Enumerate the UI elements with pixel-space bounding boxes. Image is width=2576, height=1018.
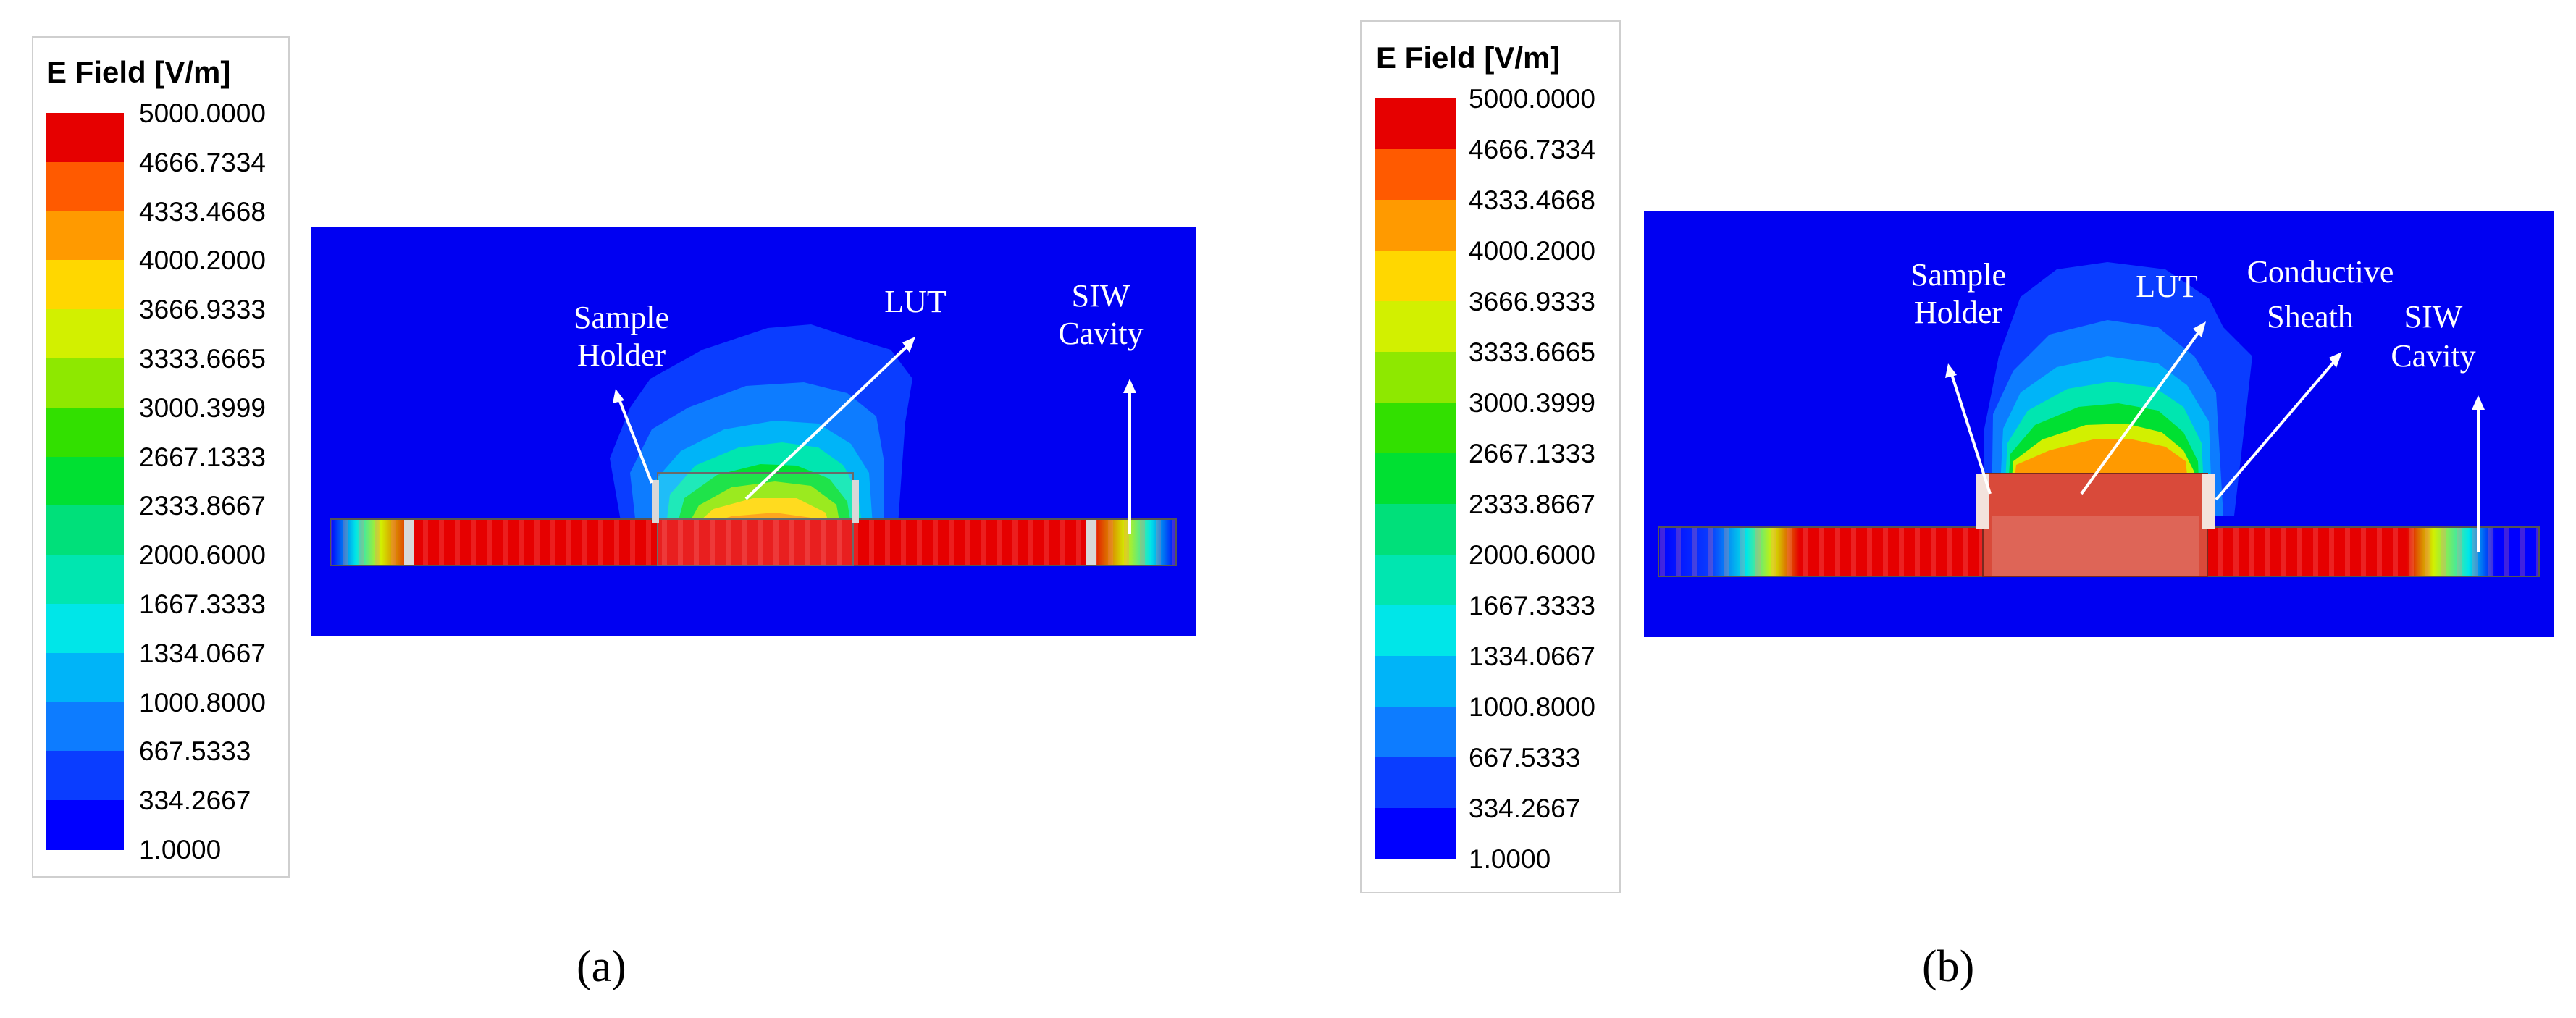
colorbar-legend-a: E Field [V/m] 5000.0000 4666.7334 4333.466… bbox=[32, 36, 290, 878]
legend-swatch bbox=[46, 751, 124, 802]
figure-panel-b: E Field [V/m] 5000.0000 4666.7334 4333.466… bbox=[1288, 0, 2576, 1018]
siw-cavity-label: SIW bbox=[1072, 278, 1130, 314]
sample-holder-label: Sample bbox=[574, 300, 669, 335]
lut-sample bbox=[1982, 473, 2208, 577]
legend-swatch bbox=[1375, 605, 1456, 657]
sheath-arrow bbox=[2215, 358, 2338, 501]
lut-sample bbox=[657, 472, 854, 566]
legend-swatch bbox=[1375, 808, 1456, 859]
legend-tick-label: 4000.2000 bbox=[1469, 236, 1595, 266]
legend-swatch bbox=[1375, 504, 1456, 555]
sample-holder-label: Holder bbox=[1914, 295, 2003, 330]
siw-cavity-label: Cavity bbox=[2391, 338, 2475, 374]
legend-tick-label: 5000.0000 bbox=[139, 98, 266, 128]
lut-arrow bbox=[744, 342, 911, 500]
legend-swatch bbox=[1375, 453, 1456, 505]
legend-tick-label: 667.5333 bbox=[1469, 743, 1581, 773]
legend-tick-label: 1000.8000 bbox=[1469, 692, 1595, 722]
legend-tick-label: 2000.6000 bbox=[1469, 540, 1595, 570]
legend-swatch bbox=[1375, 200, 1456, 251]
legend-swatch bbox=[46, 260, 124, 311]
legend-tick-label: 3666.9333 bbox=[139, 295, 266, 325]
legend-swatch bbox=[1375, 707, 1456, 758]
legend-swatch bbox=[1375, 555, 1456, 606]
caption-a: (a) bbox=[576, 942, 626, 991]
legend-swatch bbox=[1375, 352, 1456, 403]
legend-tick-label: 1667.3333 bbox=[1469, 591, 1595, 621]
legend-tick-label: 4333.4668 bbox=[1469, 185, 1595, 215]
sheath-label: Conductive bbox=[2247, 254, 2394, 290]
sample-holder-label: Holder bbox=[577, 337, 666, 373]
legend-tick-label: 1334.0667 bbox=[1469, 641, 1595, 671]
legend-tick-label: 2667.1333 bbox=[139, 442, 266, 472]
legend-swatch bbox=[1375, 149, 1456, 201]
legend-tick-label: 2333.8667 bbox=[139, 491, 266, 521]
legend-tick-label: 3333.6665 bbox=[139, 344, 266, 374]
legend-swatch bbox=[1375, 757, 1456, 809]
legend-swatch bbox=[46, 211, 124, 261]
legend-swatch bbox=[46, 407, 124, 458]
legend-swatch bbox=[46, 456, 124, 507]
legend-swatch bbox=[46, 555, 124, 605]
legend-swatch bbox=[46, 652, 124, 703]
legend-tick-label: 4333.4668 bbox=[139, 196, 266, 227]
sheath-label: Sheath bbox=[2267, 299, 2354, 335]
legend-swatch bbox=[46, 113, 124, 163]
lut-arrow bbox=[2080, 329, 2202, 495]
legend-swatch bbox=[1375, 656, 1456, 707]
sample-holder-arrow bbox=[1950, 371, 1992, 495]
field-simulation-b: Sample Holder LUT Conductive Sheath SIW … bbox=[1644, 211, 2554, 637]
legend-swatch bbox=[1375, 403, 1456, 454]
legend-swatch bbox=[1375, 301, 1456, 353]
legend-tick-label: 4666.7334 bbox=[139, 147, 266, 177]
legend-swatch bbox=[46, 800, 124, 850]
legend-swatch bbox=[1375, 98, 1456, 150]
lut-label: LUT bbox=[2136, 269, 2198, 304]
legend-tick-label: 4000.2000 bbox=[139, 245, 266, 276]
legend-title: E Field [V/m] bbox=[46, 55, 231, 89]
legend-swatch bbox=[46, 604, 124, 654]
legend-tick-label: 1000.8000 bbox=[139, 687, 266, 718]
caption-b: (b) bbox=[1922, 942, 1975, 991]
conductive-sheath bbox=[1976, 474, 1989, 529]
legend-tick-label: 334.2667 bbox=[139, 786, 251, 816]
lut-label: LUT bbox=[884, 284, 947, 319]
field-simulation-a: Sample Holder LUT SIW Cavity bbox=[311, 227, 1196, 636]
sample-holder-label: Sample bbox=[1910, 257, 2006, 293]
sample-holder-arrow bbox=[617, 397, 653, 484]
legend-swatch bbox=[46, 505, 124, 556]
legend-tick-label: 2667.1333 bbox=[1469, 439, 1595, 468]
legend-tick-label: 2333.8667 bbox=[1469, 489, 1595, 519]
colorbar-legend-b: E Field [V/m] 5000.0000 4666.7334 4333.466… bbox=[1360, 20, 1621, 893]
legend-swatch bbox=[46, 358, 124, 408]
legend-tick-label: 3000.3999 bbox=[1469, 388, 1595, 418]
legend-tick-label: 1.0000 bbox=[1469, 844, 1551, 874]
legend-tick-label: 1334.0667 bbox=[139, 638, 266, 668]
legend-swatch bbox=[1375, 251, 1456, 302]
field-contours bbox=[610, 324, 912, 525]
legend-tick-label: 3333.6665 bbox=[1469, 337, 1595, 367]
legend-tick-label: 4666.7334 bbox=[1469, 135, 1595, 164]
legend-tick-label: 1.0000 bbox=[139, 835, 222, 865]
figure-panel-a: E Field [V/m] 5000.0000 4666.7334 4333.466… bbox=[32, 36, 1196, 991]
siw-cavity-label: Cavity bbox=[1058, 316, 1143, 351]
legend-tick-label: 5000.0000 bbox=[1469, 84, 1595, 114]
legend-title: E Field [V/m] bbox=[1376, 41, 1561, 75]
legend-swatch bbox=[46, 161, 124, 212]
legend-tick-label: 3666.9333 bbox=[1469, 287, 1595, 316]
legend-tick-label: 334.2667 bbox=[1469, 794, 1581, 823]
legend-swatch bbox=[46, 309, 124, 359]
legend-tick-label: 3000.3999 bbox=[139, 392, 266, 423]
siw-cavity-label: SIW bbox=[2404, 299, 2463, 335]
legend-tick-label: 667.5333 bbox=[139, 736, 251, 767]
legend-swatch bbox=[46, 702, 124, 752]
legend-tick-label: 1667.3333 bbox=[139, 589, 266, 619]
legend-tick-label: 2000.6000 bbox=[139, 540, 266, 571]
